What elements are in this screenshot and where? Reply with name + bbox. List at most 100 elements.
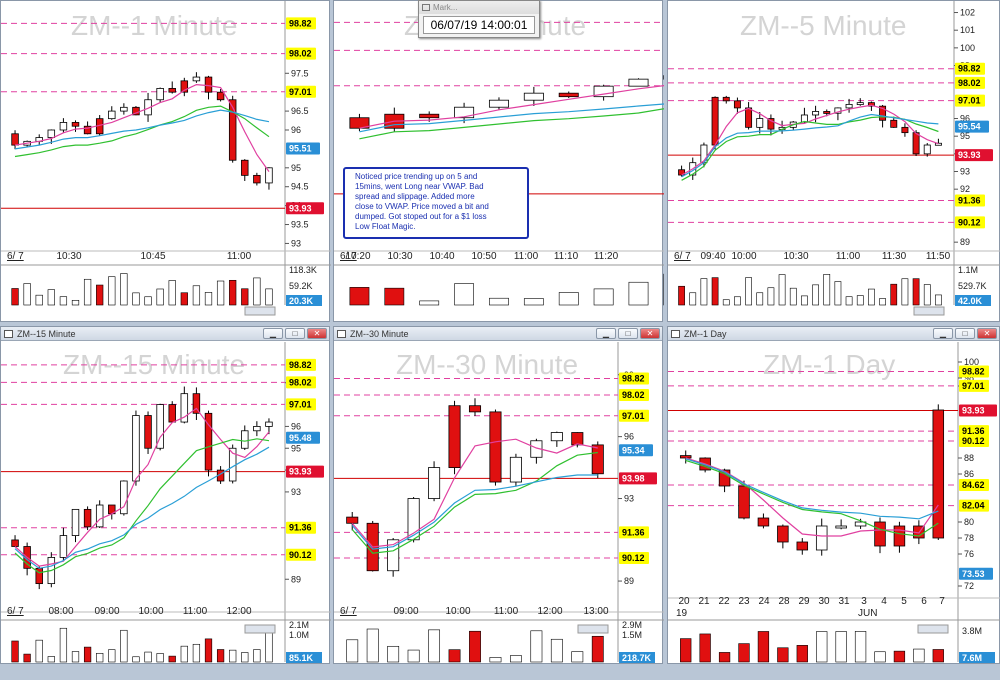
- x-tick-label: 20: [678, 596, 690, 607]
- chart-window-10min[interactable]: ZM--10 Minute97.596.59695.59594.59493.59…: [333, 0, 663, 322]
- x-tick-label: 5: [901, 596, 907, 607]
- close-button[interactable]: ✕: [307, 328, 327, 339]
- maximize-button[interactable]: □: [955, 328, 975, 339]
- y-tick-label: 100: [960, 43, 975, 53]
- candle-body: [428, 468, 439, 499]
- x-tick-label: 11:00: [494, 606, 519, 617]
- chart-window-5min[interactable]: ZM--5 Minute1021011009996959493928998.82…: [667, 0, 1000, 322]
- volume-bar: [935, 295, 941, 305]
- window-titlebar[interactable]: ZM--15 Minute ▁□✕: [1, 327, 329, 341]
- vwap-line: [359, 102, 664, 131]
- chart-window-15min[interactable]: ZM--15 Minute ▁□✕ ZM--15 Minute989695949…: [0, 326, 330, 664]
- x-tick-label: 6: [921, 596, 927, 607]
- volume-bar: [875, 652, 886, 662]
- y-tick-label: 76: [964, 549, 974, 559]
- chart-15min[interactable]: ZM--15 Minute98969594938998.8298.0297.01…: [1, 342, 331, 680]
- volume-bar: [524, 299, 543, 305]
- window-titlebar[interactable]: ZM--1 Day ▁□✕: [668, 327, 999, 341]
- volume-tick-label: 529.7K: [958, 281, 987, 291]
- volume-bar: [933, 649, 944, 662]
- chart-1day[interactable]: ZM--1 Day100989788868078767298.8297.0193…: [668, 342, 1000, 680]
- chart-window-1min[interactable]: ZM--1 Minute97.596.5969594.59493.59398.8…: [0, 0, 330, 322]
- volume-bar: [36, 295, 43, 305]
- x-tick-label: 09:00: [94, 606, 119, 617]
- candle-body: [169, 88, 176, 92]
- x-tick-label: 10:00: [731, 251, 756, 262]
- x-tick-label: 11:30: [882, 251, 907, 262]
- volume-bar: [48, 657, 55, 662]
- x-tick-label: 30: [818, 596, 830, 607]
- chart-10min[interactable]: ZM--10 Minute97.596.59695.59594.59493.59…: [334, 1, 664, 323]
- maximize-button[interactable]: □: [618, 328, 638, 339]
- volume-bar: [84, 279, 91, 305]
- chart-window-30min[interactable]: ZM--30 Minute ▁□✕ ZM--30 Minute999693899…: [333, 326, 663, 664]
- market-clock-window[interactable]: Mark... 06/07/19 14:00:01: [418, 0, 540, 38]
- scrollbar-thumb[interactable]: [245, 307, 275, 315]
- volume-bar: [60, 297, 67, 305]
- scrollbar-thumb[interactable]: [245, 625, 275, 633]
- level-tag-label: 98.02: [622, 390, 645, 400]
- candle-body: [193, 77, 200, 81]
- volume-bar: [60, 628, 67, 662]
- x-tick-label: 11:00: [227, 251, 252, 262]
- candle-body: [454, 107, 473, 118]
- maximize-button[interactable]: □: [285, 328, 305, 339]
- candle-body: [121, 107, 128, 111]
- x-tick-label: 11:00: [514, 251, 539, 262]
- volume-tick-label: 118.3K: [289, 265, 317, 275]
- chart-30min[interactable]: ZM--30 Minute9996938998.8298.0297.0193.9…: [334, 342, 664, 680]
- trade-note[interactable]: Noticed price trending up on 5 and 15min…: [343, 167, 529, 239]
- volume-bar: [454, 284, 473, 305]
- candle-body: [857, 103, 863, 105]
- scrollbar-thumb[interactable]: [914, 307, 944, 315]
- minimize-button[interactable]: ▁: [263, 328, 283, 339]
- volume-tick-label: 1.0M: [289, 630, 309, 640]
- volume-tick-label: 3.8M: [962, 626, 982, 636]
- volume-tag-label: 7.6M: [962, 653, 982, 663]
- volume-bar: [420, 301, 439, 305]
- chart-5min[interactable]: ZM--5 Minute1021011009996959493928998.82…: [668, 1, 1000, 323]
- volume-bar: [72, 652, 79, 662]
- level-tag-label: 93.93: [289, 467, 312, 477]
- minimize-button[interactable]: ▁: [933, 328, 953, 339]
- candle-body: [797, 542, 808, 550]
- volume-bar: [846, 297, 852, 305]
- volume-bar: [254, 278, 261, 305]
- note-line: Noticed price trending up on 5 and: [355, 172, 521, 182]
- minimize-button[interactable]: ▁: [596, 328, 616, 339]
- chart-window-1day[interactable]: ZM--1 Day ▁□✕ ZM--1 Day10098978886807876…: [667, 326, 1000, 664]
- candle-body: [913, 133, 919, 154]
- volume-bar: [857, 296, 863, 305]
- ema-fast-line: [15, 408, 269, 566]
- level-tag-label: 90.12: [958, 217, 981, 227]
- volume-bar: [797, 645, 808, 662]
- volume-bar: [690, 293, 696, 305]
- close-button[interactable]: ✕: [977, 328, 997, 339]
- candle-body: [723, 97, 729, 101]
- candle-body: [891, 120, 897, 127]
- window-icon: [671, 330, 680, 338]
- volume-bar: [169, 656, 176, 662]
- window-titlebar[interactable]: ZM--30 Minute ▁□✕: [334, 327, 662, 341]
- level-tag-label: 98.82: [289, 18, 312, 28]
- scrollbar-thumb[interactable]: [578, 625, 608, 633]
- scrollbar-thumb[interactable]: [918, 625, 948, 633]
- volume-bar: [428, 630, 439, 662]
- clock-titlebar[interactable]: Mark...: [419, 1, 539, 14]
- note-line: spread and slippage. Added more: [355, 192, 521, 202]
- x-tick-label: 22: [718, 596, 730, 607]
- level-tag-label: 93.93: [289, 203, 312, 213]
- ema-fast-line: [352, 439, 598, 547]
- close-button[interactable]: ✕: [640, 328, 660, 339]
- candle-body: [133, 416, 140, 482]
- volume-bar: [181, 293, 188, 305]
- candle-body: [592, 445, 603, 474]
- volume-bar: [913, 279, 919, 305]
- candle-body: [347, 517, 358, 523]
- volume-bar: [629, 282, 648, 305]
- chart-1min[interactable]: ZM--1 Minute97.596.5969594.59493.59398.8…: [1, 1, 331, 323]
- chart-watermark: ZM--1 Minute: [71, 10, 237, 41]
- y-tick-label: 95: [291, 443, 301, 453]
- note-line: 15mins, went Long near VWAP. Bad: [355, 182, 521, 192]
- candle-body: [169, 405, 176, 422]
